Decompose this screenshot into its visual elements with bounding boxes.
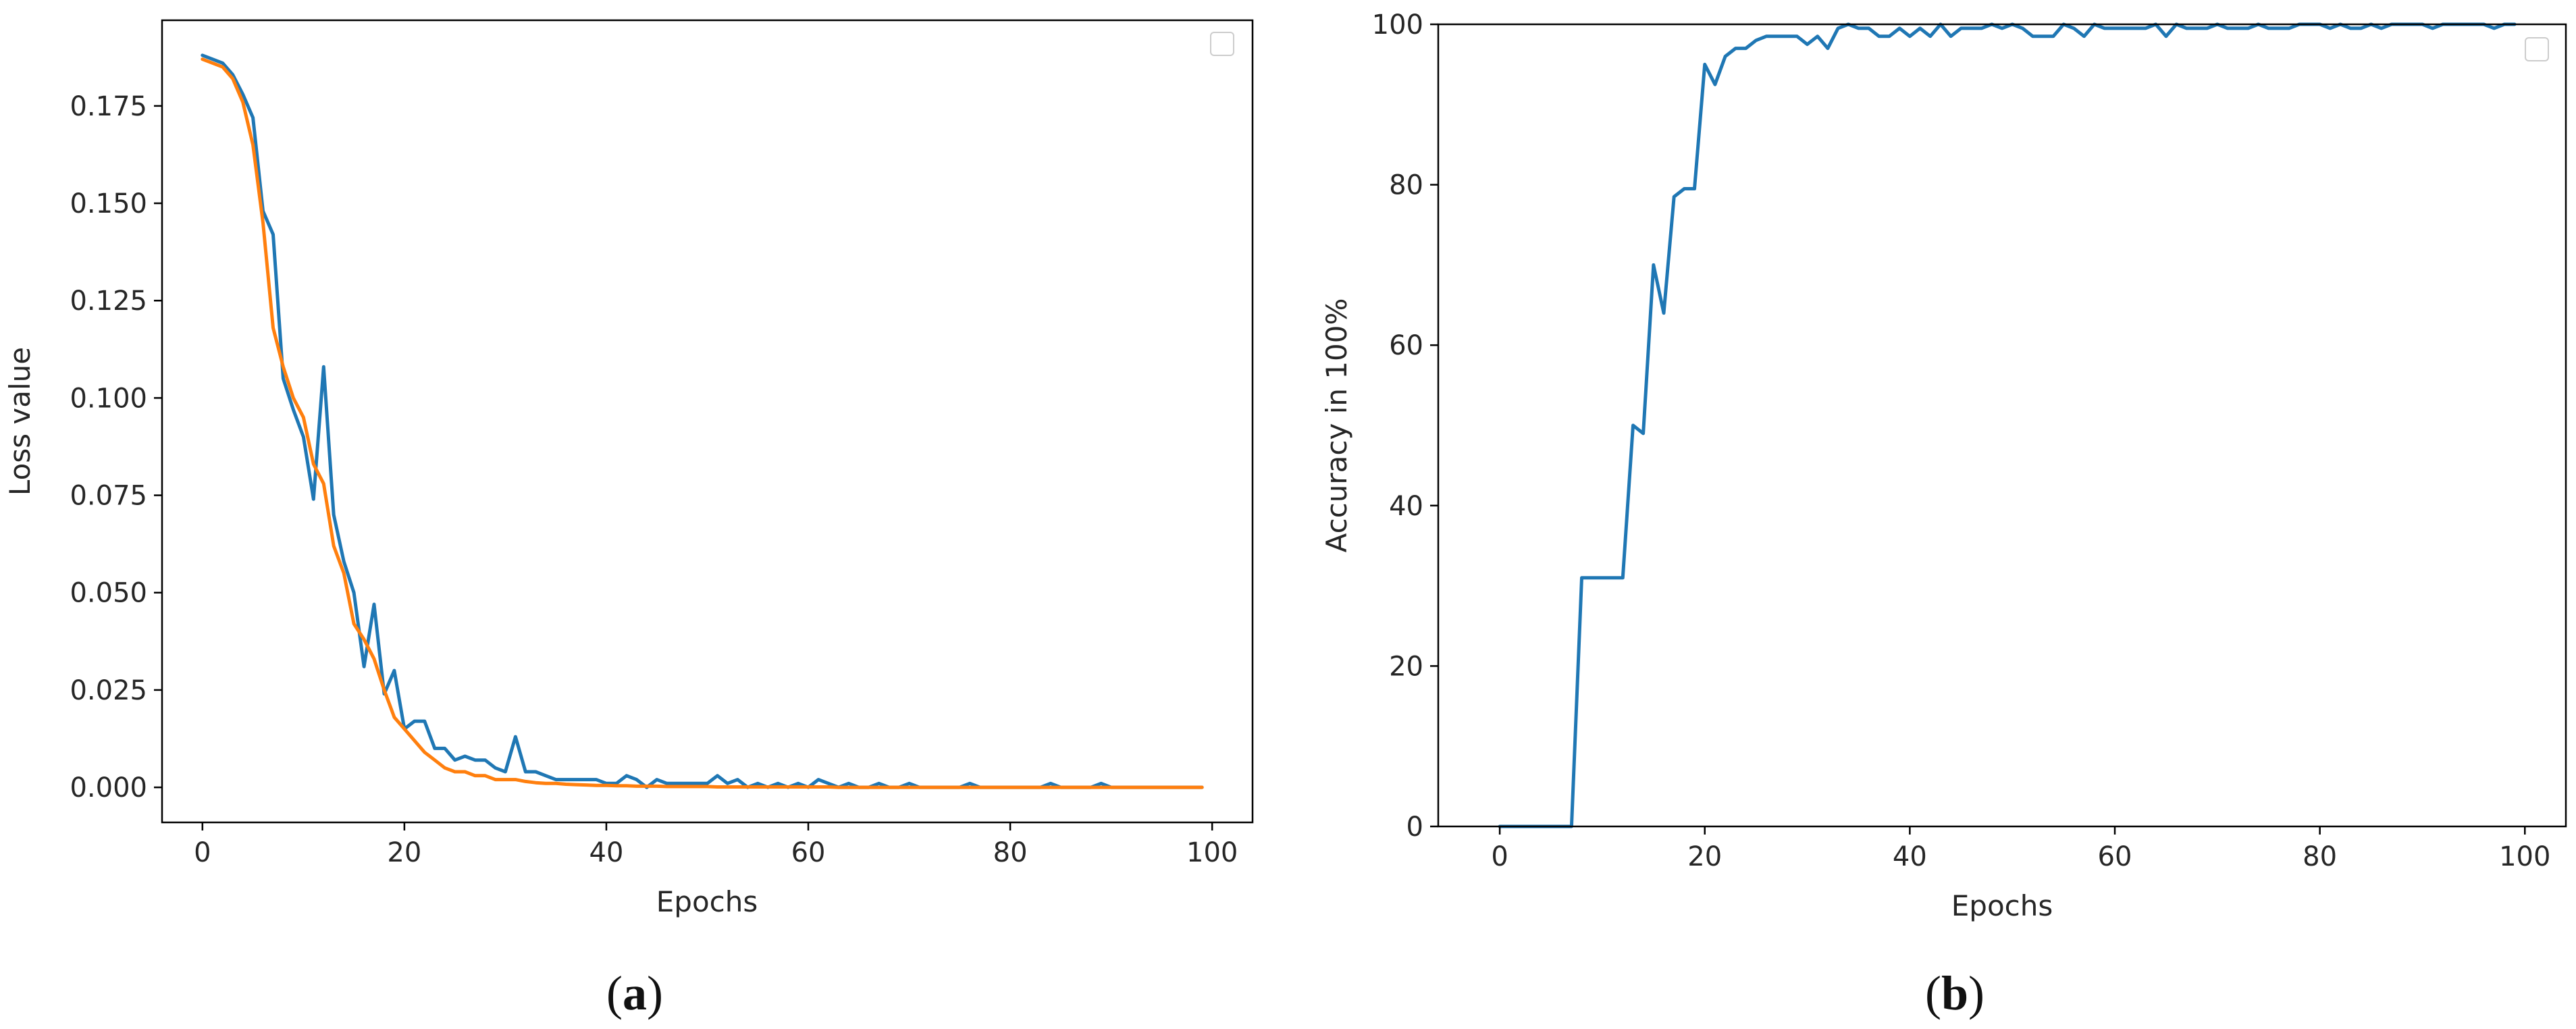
x-tick-label-b: 0 — [1491, 841, 1508, 872]
y-tick-label-a: 0.150 — [70, 188, 147, 219]
y-tick-label-b: 60 — [1389, 330, 1423, 361]
series-line-b-1 — [1498, 22, 2517, 828]
series-line-a-2 — [201, 57, 1204, 789]
axes-frame-b — [1437, 23, 2567, 828]
y-tick-label-b: 20 — [1389, 651, 1423, 682]
y-tick-label-a: 0.075 — [70, 481, 147, 512]
legend-box-b[interactable] — [2525, 37, 2549, 61]
x-tick-label-b: 60 — [2098, 841, 2132, 872]
series-layer-a — [201, 53, 1204, 789]
x-tick-label-b: 40 — [1893, 841, 1927, 872]
axes-frame-a — [161, 19, 1254, 824]
y-ticks-b: 0 20 40 60 80 100 — [1372, 9, 1438, 843]
y-tick-label-b: 80 — [1389, 170, 1423, 201]
series-layer-b — [1498, 22, 2517, 828]
x-tick-label-a: 0 — [194, 837, 211, 868]
x-tick-label-a: 40 — [589, 837, 624, 868]
x-ticks-b: 0 20 40 60 80 100 — [1491, 826, 2550, 872]
plot-area-b — [1438, 24, 2566, 826]
y-tick-label-a: 0.050 — [70, 578, 147, 609]
x-axis-label-a: Epochs — [656, 885, 758, 918]
y-tick-label-a: 0.175 — [70, 91, 147, 122]
y-tick-label-b: 100 — [1372, 9, 1423, 41]
x-tick-label-a: 60 — [791, 837, 826, 868]
y-tick-label-b: 40 — [1389, 491, 1423, 522]
panel-b: 0 20 40 60 80 100 0 20 40 60 80 100 Epochs Accurac… — [1320, 9, 2567, 1020]
x-axis-label-b: Epochs — [1951, 889, 2053, 922]
x-tick-label-a: 20 — [387, 837, 421, 868]
x-tick-label-a: 100 — [1186, 837, 1238, 868]
x-ticks-a: 0 20 40 60 80 100 — [194, 822, 1238, 868]
y-ticks-a: 0.000 0.025 0.050 0.075 0.100 0.125 0.150 0.175 — [70, 91, 162, 803]
panel-a: 0.000 0.025 0.050 0.075 0.100 0.125 0.150 0.175… — [3, 19, 1254, 1020]
y-tick-label-a: 0.100 — [70, 383, 147, 414]
x-tick-label-a: 80 — [993, 837, 1028, 868]
y-axis-label-a: Loss value — [3, 347, 36, 496]
panel-caption-b: (b) — [1925, 966, 1984, 1020]
plot-area-a — [162, 20, 1253, 822]
y-tick-label-b: 0 — [1407, 812, 1423, 843]
x-tick-label-b: 100 — [2499, 841, 2550, 872]
y-tick-label-a: 0.025 — [70, 675, 147, 706]
legend-box-a[interactable] — [1210, 32, 1234, 56]
panel-caption-a: (a) — [606, 966, 663, 1020]
y-axis-label-b: Accuracy in 100% — [1320, 298, 1353, 553]
y-tick-label-a: 0.000 — [70, 772, 147, 803]
y-tick-label-a: 0.125 — [70, 286, 147, 317]
x-tick-label-b: 80 — [2303, 841, 2337, 872]
x-tick-label-b: 20 — [1687, 841, 1722, 872]
